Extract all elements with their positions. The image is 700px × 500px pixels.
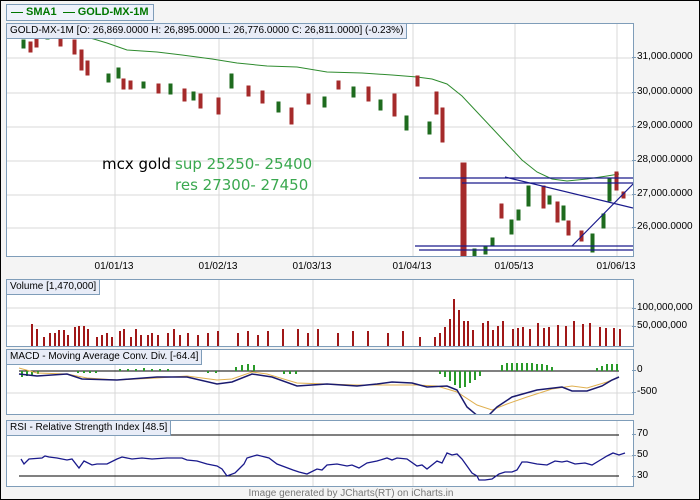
macd-chart-svg <box>7 350 633 414</box>
price-ylabel-30000: 30,000.0000 <box>632 86 693 97</box>
gold-swatch-icon <box>62 11 75 13</box>
legend: SMA1 GOLD-MX-1M <box>6 4 154 21</box>
annotation-prefix: mcx gold <box>102 155 171 173</box>
macd-ylabel-0: 0 <box>632 364 643 375</box>
volume-ylabel-100m: 100,000,000 <box>632 302 693 313</box>
trendlines <box>415 176 633 251</box>
xlabel-jan: 01/01/13 <box>94 261 134 272</box>
volume-chart-svg <box>7 280 633 346</box>
volume-ylabel-50m: 50,000,000 <box>631 320 688 331</box>
rsi-panel-title: RSI - Relative Strength Index [48.5] <box>7 421 172 436</box>
macd-panel[interactable]: MACD - Moving Average Conv. Div. [-64.4] <box>6 349 634 415</box>
xlabel-feb: 01/02/13 <box>198 261 238 272</box>
price-panel[interactable]: GOLD-MX-1M [O: 26,869.0000 H: 26,895.000… <box>6 23 634 257</box>
legend-gold: GOLD-MX-1M <box>77 6 149 18</box>
macd-ylabel-neg500: -500 <box>631 386 658 397</box>
rsi-ylabel-50: 50 <box>631 449 649 460</box>
price-ylabel-26000: 26,000.0000 <box>632 221 693 232</box>
rsi-ylabel-30: 30 <box>631 470 649 481</box>
price-chart-svg <box>7 24 633 256</box>
volume-panel-title: Volume [1,470,000] <box>7 280 101 295</box>
volume-bars <box>31 299 621 346</box>
price-ylabel-27000: 27,000.0000 <box>632 188 693 199</box>
candlesticks <box>21 32 626 256</box>
xlabel-may: 01/05/13 <box>494 261 534 272</box>
rsi-line <box>20 452 626 481</box>
annotation-resistance: res 27300- 27450 <box>175 176 309 194</box>
xlabel-mar: 01/03/13 <box>292 261 332 272</box>
legend-sma1: SMA1 <box>26 6 57 18</box>
annotation-support: sup 25250- 25400 <box>175 155 313 173</box>
rsi-panel[interactable]: RSI - Relative Strength Index [48.5] <box>6 420 634 487</box>
sma1-swatch-icon <box>11 11 23 13</box>
price-ylabel-29000: 29,000.0000 <box>632 120 693 131</box>
macd-line <box>18 373 620 414</box>
volume-panel[interactable]: Volume [1,470,000] <box>6 279 634 347</box>
xlabel-jun: 01/06/13 <box>596 261 636 272</box>
signal-line <box>18 367 620 411</box>
price-ylabel-28000: 28,000.0000 <box>632 154 693 165</box>
footer-credit: Image generated by JCharts(RT) on iChart… <box>248 488 454 499</box>
price-ylabel-31000: 31,000.0000 <box>632 51 693 62</box>
xlabel-apr: 01/04/13 <box>392 261 432 272</box>
macd-panel-title: MACD - Moving Average Conv. Div. [-64.4] <box>7 350 203 365</box>
price-panel-title: GOLD-MX-1M [O: 26,869.0000 H: 26,895.000… <box>7 24 408 39</box>
rsi-ylabel-70: 70 <box>631 428 649 439</box>
